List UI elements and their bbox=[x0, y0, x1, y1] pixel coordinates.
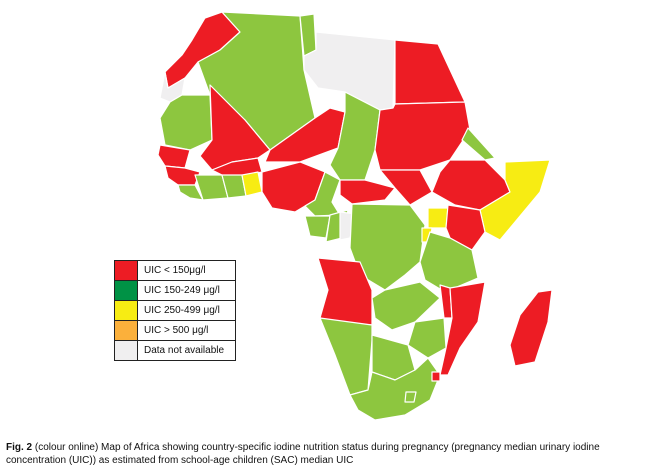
region-egypt bbox=[394, 39, 466, 105]
region-togo bbox=[241, 171, 263, 197]
legend-label: Data not available bbox=[144, 345, 225, 356]
region-mozambique bbox=[439, 281, 486, 376]
legend-label: UIC 250-499 μg/l bbox=[144, 305, 220, 316]
region-madagascar bbox=[509, 289, 553, 367]
region-tanzania bbox=[419, 231, 479, 293]
region-zimbabwe bbox=[407, 317, 447, 359]
region-south-sudan bbox=[379, 169, 433, 206]
legend-swatch-red bbox=[115, 261, 138, 280]
figure-number: Fig. 2 bbox=[6, 442, 33, 453]
legend-label: UIC < 150μg/l bbox=[144, 265, 206, 276]
legend-swatch-orange bbox=[115, 321, 138, 340]
figure-caption: Fig. 2 (colour online) Map of Africa sho… bbox=[6, 441, 651, 467]
legend-item: Data not available bbox=[115, 341, 235, 360]
region-namibia bbox=[319, 317, 373, 396]
region-swaziland bbox=[431, 371, 441, 382]
legend-item: UIC 150-249 μg/l bbox=[115, 281, 235, 301]
region-gabon bbox=[304, 215, 331, 239]
map-legend: UIC < 150μg/l UIC 150-249 μg/l UIC 250-4… bbox=[114, 260, 236, 361]
region-car bbox=[339, 179, 396, 205]
legend-item: UIC > 500 μg/l bbox=[115, 321, 235, 341]
legend-item: UIC < 150μg/l bbox=[115, 261, 235, 281]
africa-map bbox=[157, 11, 553, 421]
figure-caption-text: (colour online) Map of Africa showing co… bbox=[6, 442, 600, 466]
legend-swatch-yellow bbox=[115, 301, 138, 320]
region-south-africa bbox=[349, 357, 441, 421]
region-drc bbox=[349, 203, 426, 291]
region-libya bbox=[303, 31, 396, 111]
region-mauritania bbox=[159, 94, 213, 151]
legend-label: UIC > 500 μg/l bbox=[144, 325, 209, 336]
region-lesotho bbox=[404, 391, 417, 403]
legend-item: UIC 250-499 μg/l bbox=[115, 301, 235, 321]
region-zambia bbox=[371, 281, 441, 331]
region-eritrea bbox=[461, 127, 496, 161]
region-uganda bbox=[427, 207, 449, 229]
legend-label: UIC 150-249 μg/l bbox=[144, 285, 220, 296]
legend-swatch-na bbox=[115, 341, 138, 360]
legend-swatch-green bbox=[115, 281, 138, 300]
region-liberia bbox=[177, 184, 204, 201]
